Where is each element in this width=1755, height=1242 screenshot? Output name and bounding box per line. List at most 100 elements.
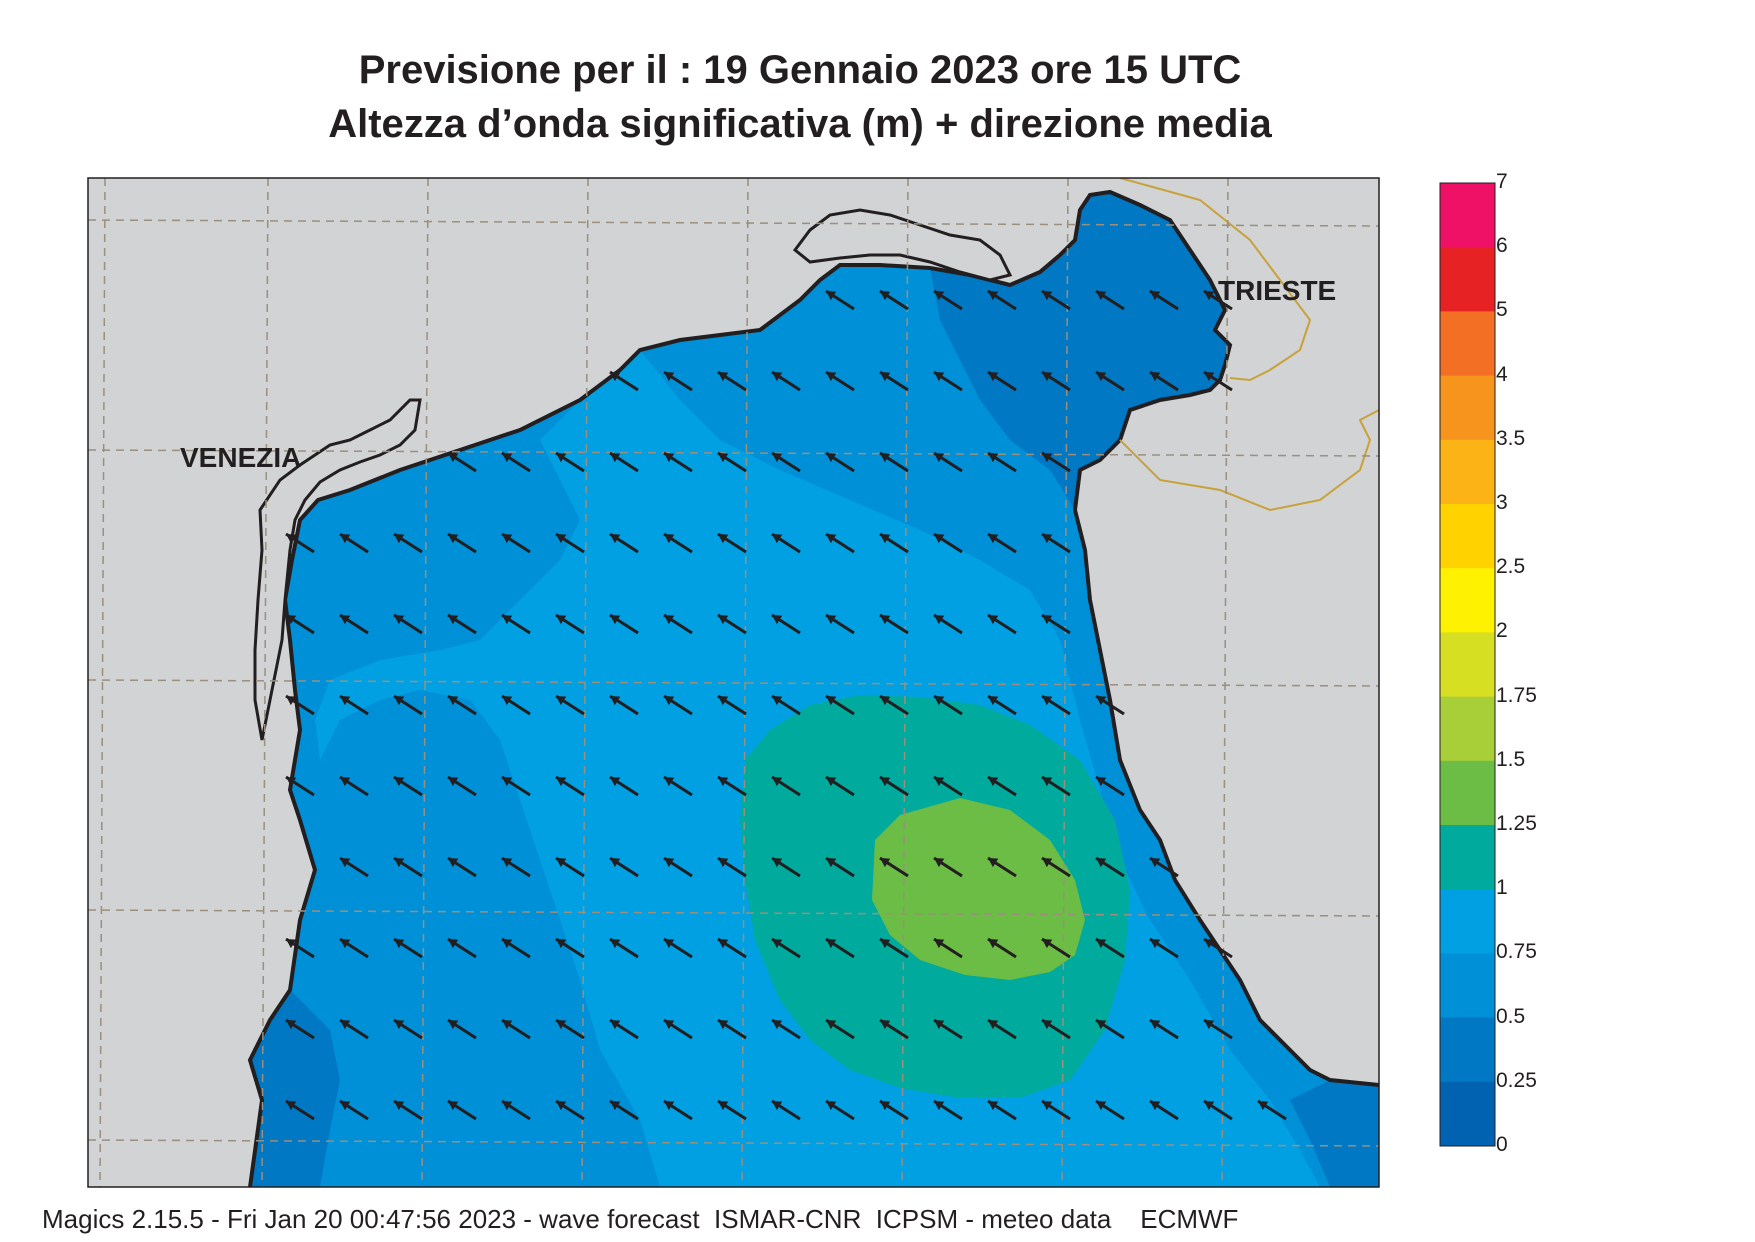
- legend-label: 1.25: [1496, 812, 1537, 835]
- legend-swatch: [1440, 760, 1495, 826]
- wave-direction-arrowhead: [286, 939, 297, 949]
- legend-swatch: [1440, 439, 1495, 505]
- wave-direction-arrowhead: [502, 939, 513, 949]
- wave-direction-arrowhead: [826, 453, 837, 463]
- legend-label: 3.5: [1496, 426, 1526, 450]
- wave-direction-arrowhead: [610, 615, 621, 625]
- wave-direction-arrowhead: [340, 939, 351, 949]
- wave-direction-arrowhead: [394, 615, 405, 625]
- wave-direction-arrowhead: [988, 372, 999, 382]
- graticule: [88, 178, 1379, 1187]
- wave-direction-arrowhead: [286, 696, 297, 706]
- wave-direction-arrowhead: [826, 777, 837, 787]
- legend-label: 1.5: [1496, 747, 1526, 771]
- wave-direction-arrowhead: [772, 372, 783, 382]
- wave-direction-arrowhead: [394, 696, 405, 706]
- legend-swatch: [1440, 1081, 1495, 1147]
- wave-direction-arrowhead: [718, 372, 729, 382]
- city-label-trieste: TRIESTE: [1218, 275, 1336, 306]
- color-legend: [1439, 182, 1496, 1147]
- wave-direction-arrowhead: [988, 939, 999, 949]
- wave-direction-arrowhead: [556, 777, 567, 787]
- wave-direction-arrowhead: [934, 1101, 945, 1111]
- wave-direction-arrowhead: [664, 777, 675, 787]
- wave-direction-arrowhead: [394, 858, 405, 868]
- wave-direction-arrowhead: [448, 1101, 459, 1111]
- wave-direction-arrowhead: [664, 696, 675, 706]
- wave-direction-arrowhead: [988, 858, 999, 868]
- wave-direction-arrowhead: [1150, 291, 1161, 301]
- wave-direction-arrowhead: [610, 1101, 621, 1111]
- wave-direction-arrowhead: [1150, 1020, 1161, 1030]
- legend-swatch: [1440, 825, 1495, 890]
- wave-direction-arrowhead: [502, 453, 513, 463]
- wave-direction-arrowhead: [1096, 696, 1107, 706]
- wave-direction-arrowhead: [880, 858, 891, 868]
- wave-direction-arrowhead: [610, 939, 621, 949]
- wave-direction-arrowhead: [718, 615, 729, 625]
- wave-direction-arrowhead: [934, 534, 945, 544]
- wave-direction-arrowhead: [340, 858, 351, 868]
- wave-direction-arrowhead: [826, 615, 837, 625]
- wave-direction-arrowhead: [934, 939, 945, 949]
- legend-swatch: [1440, 311, 1495, 377]
- wave-direction-arrowhead: [826, 534, 837, 544]
- wave-direction-arrowhead: [934, 696, 945, 706]
- wave-direction-arrowhead: [664, 372, 675, 382]
- wave-direction-arrowhead: [664, 453, 675, 463]
- legend-swatch: [1440, 568, 1495, 633]
- wave-direction-arrowhead: [826, 372, 837, 382]
- legend-label: 2.5: [1496, 555, 1526, 579]
- wave-direction-arrowhead: [988, 453, 999, 463]
- wave-direction-arrowhead: [1258, 1101, 1269, 1111]
- wave-direction-arrowhead: [502, 534, 513, 544]
- wave-direction-arrowhead: [880, 291, 891, 301]
- legend-label: 1.75: [1496, 683, 1537, 707]
- marano-lagoon: [792, 208, 1013, 282]
- wave-direction-arrowhead: [394, 939, 405, 949]
- wave-direction-arrowhead: [880, 939, 891, 949]
- wave-direction-arrowhead: [502, 858, 513, 868]
- wave-direction-arrowhead: [880, 1101, 891, 1111]
- wave-direction-arrowhead: [988, 615, 999, 625]
- wave-direction-arrowhead: [772, 615, 783, 625]
- wave-direction-arrowhead: [286, 1101, 297, 1111]
- wave-direction-arrowhead: [286, 1020, 297, 1030]
- legend-label: 0.75: [1496, 940, 1537, 964]
- wave-direction-arrowhead: [556, 858, 567, 868]
- wave-direction-arrowhead: [1096, 858, 1107, 868]
- city-label-venezia: VENEZIA: [180, 442, 301, 473]
- band-1.25-1.5: [872, 798, 1085, 980]
- wave-direction-arrowhead: [772, 696, 783, 706]
- wave-direction-arrowhead: [826, 696, 837, 706]
- wave-direction-arrowhead: [502, 1020, 513, 1030]
- wave-direction-arrowhead: [1204, 939, 1215, 949]
- wave-direction-arrowhead: [502, 1101, 513, 1111]
- wave-direction-arrowhead: [556, 1020, 567, 1030]
- legend-swatch: [1440, 696, 1495, 762]
- wave-direction-arrowhead: [880, 777, 891, 787]
- wave-direction-arrowhead: [718, 939, 729, 949]
- wave-direction-arrowhead: [448, 696, 459, 706]
- wave-direction-arrowhead: [1042, 777, 1053, 787]
- wave-direction-arrowhead: [1042, 534, 1053, 544]
- wave-direction-arrowhead: [772, 939, 783, 949]
- wave-direction-arrowhead: [1150, 1101, 1161, 1111]
- wave-direction-arrowhead: [556, 1101, 567, 1111]
- wave-direction-arrowhead: [448, 777, 459, 787]
- wave-direction-arrowhead: [718, 534, 729, 544]
- wave-direction-arrowhead: [1096, 291, 1107, 301]
- wave-direction-arrowhead: [1042, 696, 1053, 706]
- wave-direction-arrowhead: [988, 291, 999, 301]
- legend-swatch: [1440, 504, 1495, 569]
- wave-direction-arrowhead: [772, 534, 783, 544]
- wave-direction-arrowhead: [340, 534, 351, 544]
- wave-direction-arrowhead: [556, 696, 567, 706]
- wave-direction-arrowhead: [448, 615, 459, 625]
- wave-direction-arrowhead: [934, 1020, 945, 1030]
- wave-direction-arrowhead: [664, 939, 675, 949]
- wave-direction-arrowhead: [664, 858, 675, 868]
- legend-label: 1: [1496, 876, 1508, 900]
- wave-direction-arrowhead: [610, 1020, 621, 1030]
